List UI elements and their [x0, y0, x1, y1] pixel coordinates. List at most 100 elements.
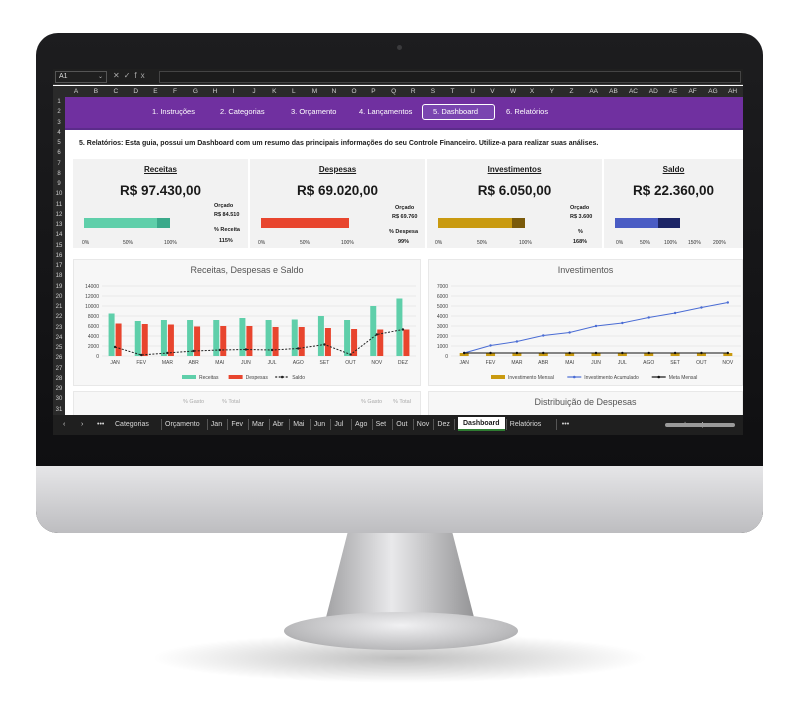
sheet-tab-jun[interactable]: Jun [313, 421, 326, 428]
column-letter[interactable]: R [410, 88, 416, 95]
row-number[interactable]: 22 [55, 314, 63, 321]
sheet-tab-dez[interactable]: Dez [437, 421, 450, 428]
row-number[interactable]: 13 [55, 222, 63, 229]
confirm-icon[interactable]: ✓ [123, 71, 135, 80]
sheet-tab-jan[interactable]: Jan [210, 421, 223, 428]
row-number[interactable]: 20 [55, 293, 63, 300]
column-letter[interactable]: U [470, 88, 476, 95]
column-letter[interactable]: H [212, 88, 218, 95]
row-number[interactable]: 11 [55, 201, 63, 208]
row-number[interactable]: 27 [55, 365, 63, 372]
sheet-tab-relatórios[interactable]: Relatórios [509, 421, 542, 428]
column-letter[interactable]: Y [549, 88, 555, 95]
row-number[interactable]: 25 [55, 345, 63, 352]
column-letter[interactable]: C [113, 88, 119, 95]
row-number[interactable]: 21 [55, 304, 63, 311]
chevron-down-icon[interactable]: ⌄ [97, 74, 103, 80]
column-letter[interactable]: AD [648, 88, 658, 95]
column-letter[interactable]: O [351, 88, 357, 95]
nav-orcamento[interactable]: 3. Orçamento [291, 107, 337, 116]
sheet-tab-orçamento[interactable]: Orçamento [165, 421, 200, 428]
nav-instrucoes[interactable]: 1. Instruções [152, 107, 195, 116]
cancel-icon[interactable]: ✕ [113, 71, 124, 80]
row-number[interactable]: 23 [55, 324, 63, 331]
formula-input[interactable] [159, 71, 741, 83]
column-letter[interactable]: N [331, 88, 337, 95]
row-number[interactable]: 8 [57, 170, 61, 177]
row-number[interactable]: 10 [55, 191, 63, 198]
column-letter[interactable]: F [173, 88, 177, 95]
row-number[interactable]: 19 [55, 283, 63, 290]
chart-investimentos[interactable]: Investimentos 0 1000 2000 3000 4000 5000 6000 7… [428, 259, 743, 386]
sheet-tab-nov[interactable]: Nov [416, 421, 430, 428]
chart-receitas-despesas-saldo[interactable]: Receitas, Despesas e Saldo 0 2000 4000 6000… [73, 259, 421, 386]
tab-prev-icon[interactable]: ‹ [63, 421, 66, 428]
row-number[interactable]: 28 [55, 375, 63, 382]
horizontal-scrollbar[interactable] [665, 423, 735, 427]
column-letter[interactable]: AG [708, 88, 718, 95]
name-box[interactable]: A1 ⌄ [55, 71, 107, 83]
sheet-tab-out[interactable]: Out [396, 421, 408, 428]
column-letter[interactable]: A [73, 88, 79, 95]
column-letter[interactable]: AE [668, 88, 678, 95]
nav-dashboard[interactable]: 5. Dashboard [433, 107, 479, 116]
sheet-tab-ago[interactable]: Ago [355, 421, 368, 428]
row-number[interactable]: 1 [57, 99, 61, 105]
row-number[interactable]: 24 [55, 334, 63, 341]
column-letter[interactable]: X [529, 88, 535, 95]
row-number[interactable]: 12 [55, 211, 63, 218]
row-number[interactable]: 7 [57, 160, 61, 167]
sheet-tab-mar[interactable]: Mar [252, 421, 265, 428]
row-number[interactable]: 5 [57, 140, 61, 147]
column-letter[interactable]: AA [589, 88, 598, 95]
column-letter[interactable]: V [490, 88, 495, 95]
row-number[interactable]: 18 [55, 273, 63, 280]
row-number[interactable]: 4 [57, 129, 61, 136]
sheet-tab-set[interactable]: Set [375, 421, 387, 428]
row-number[interactable]: 15 [55, 242, 63, 249]
column-letter[interactable]: J [252, 88, 256, 95]
column-letter[interactable]: AH [728, 88, 738, 95]
sheet-tab-mai[interactable]: Mai [293, 421, 305, 428]
row-number[interactable]: 6 [57, 150, 61, 157]
column-letter[interactable]: AB [609, 88, 618, 95]
column-letter[interactable]: W [510, 88, 517, 95]
sheet-tab-abr[interactable]: Abr [272, 421, 284, 428]
sheet-tab-fev[interactable]: Fev [231, 421, 244, 428]
column-letter[interactable]: K [272, 88, 277, 95]
row-number[interactable]: 17 [55, 263, 63, 270]
nav-categorias[interactable]: 2. Categorias [220, 107, 265, 116]
column-letter[interactable]: M [311, 88, 318, 95]
column-letter[interactable]: G [192, 88, 198, 95]
column-letter[interactable]: Z [569, 88, 574, 95]
column-letter[interactable]: L [291, 88, 296, 95]
row-number[interactable]: 2 [57, 109, 61, 116]
row-number[interactable]: 14 [55, 232, 63, 239]
column-letter[interactable]: T [450, 88, 455, 95]
tab-more-left[interactable]: ••• [97, 421, 105, 428]
tab-next-icon[interactable]: › [81, 421, 84, 428]
row-number[interactable]: 31 [55, 406, 63, 413]
row-number[interactable]: 9 [57, 181, 61, 188]
column-letter[interactable]: E [153, 88, 158, 95]
row-number[interactable]: 29 [55, 386, 63, 393]
fx-icon[interactable]: fx [134, 71, 149, 80]
sheet-tab-jul[interactable]: Jul [334, 421, 344, 428]
chart-distribuicao-despesas[interactable]: Distribuição de Despesas [428, 391, 743, 415]
column-letter[interactable]: I [232, 88, 235, 95]
column-letter[interactable]: Q [391, 88, 397, 95]
tab-more-right[interactable]: ••• [561, 421, 570, 428]
sheet-tab-dashboard[interactable]: Dashboard [458, 417, 505, 431]
column-letter[interactable]: B [93, 88, 99, 95]
column-letter[interactable]: D [133, 88, 139, 95]
column-letter[interactable]: AC [628, 88, 638, 95]
nav-relatorios[interactable]: 6. Relatórios [506, 107, 549, 116]
column-letter[interactable]: P [371, 88, 376, 95]
row-number[interactable]: 26 [55, 355, 63, 362]
row-number[interactable]: 16 [55, 252, 63, 259]
column-letter[interactable]: AF [688, 88, 697, 95]
nav-lancamentos[interactable]: 4. Lançamentos [359, 107, 413, 116]
row-number[interactable]: 3 [57, 119, 61, 126]
row-number[interactable]: 30 [55, 396, 63, 403]
sheet-tab-categorias[interactable]: Categorias [115, 421, 149, 428]
